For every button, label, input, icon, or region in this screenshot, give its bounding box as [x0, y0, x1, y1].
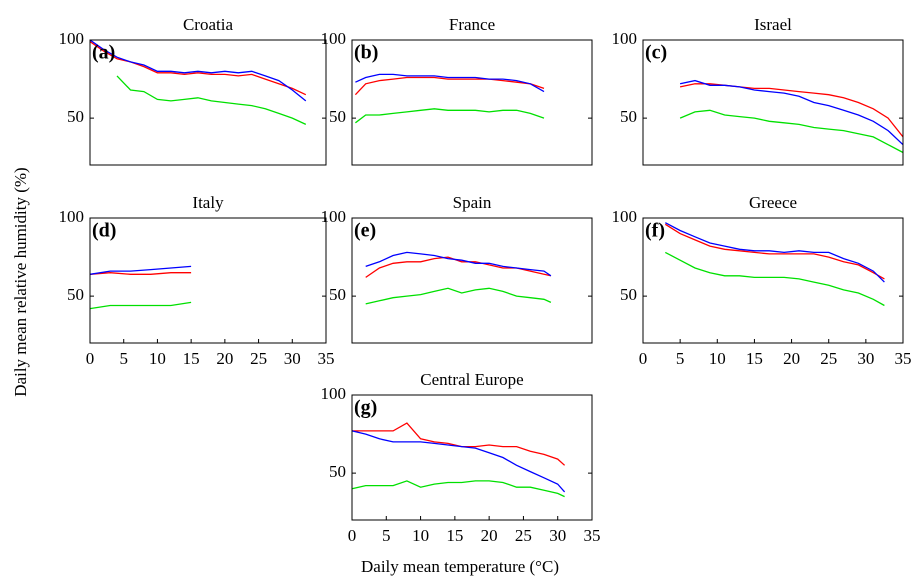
panel-label: (d) [92, 220, 116, 242]
y-tick-label: 50 [67, 107, 84, 126]
y-tick-label: 100 [59, 29, 85, 48]
series-line [664, 222, 885, 283]
series-line [116, 75, 307, 125]
axes-box [351, 217, 593, 344]
y-axis-label: Daily mean relative humidity (%) [11, 167, 30, 396]
series-line [365, 287, 552, 305]
series-line [352, 422, 566, 466]
series-line [351, 430, 566, 493]
y-tick-label: 100 [321, 29, 347, 48]
panel-title: Italy [192, 193, 224, 212]
x-tick-label: 15 [746, 349, 763, 368]
axes-box [642, 217, 904, 344]
x-axis-label: Daily mean temperature (°C) [361, 557, 559, 576]
x-tick-label: 10 [412, 526, 429, 545]
y-tick-label: 50 [620, 107, 637, 126]
x-tick-label: 20 [481, 526, 498, 545]
x-tick-label: 30 [284, 349, 301, 368]
series-line [365, 256, 552, 278]
x-tick-label: 5 [382, 526, 391, 545]
x-tick-label: 35 [895, 349, 912, 368]
panel-title: Spain [453, 193, 492, 212]
x-tick-label: 15 [446, 526, 463, 545]
x-tick-label: 0 [86, 349, 95, 368]
series-line [365, 251, 552, 277]
x-tick-label: 35 [318, 349, 335, 368]
series-line [89, 301, 192, 310]
x-tick-label: 20 [216, 349, 233, 368]
series-line [89, 41, 307, 96]
series-line [679, 79, 904, 146]
series-line [354, 76, 545, 96]
panel-label: (f) [645, 220, 665, 242]
panel-label: (b) [354, 42, 378, 64]
x-tick-label: 5 [119, 349, 128, 368]
x-tick-label: 0 [348, 526, 357, 545]
y-tick-label: 100 [612, 29, 638, 48]
axes-box [89, 217, 327, 344]
panel-title: Greece [749, 193, 797, 212]
x-tick-label: 0 [639, 349, 648, 368]
y-tick-label: 100 [321, 384, 347, 403]
x-tick-label: 30 [857, 349, 874, 368]
series-line [355, 73, 545, 93]
axes-box [642, 39, 904, 166]
x-tick-label: 25 [820, 349, 837, 368]
x-tick-label: 30 [549, 526, 566, 545]
series-line [679, 83, 904, 138]
y-tick-label: 50 [620, 285, 637, 304]
axes-box [351, 394, 593, 521]
y-tick-label: 50 [329, 462, 346, 481]
panel-title: Central Europe [420, 370, 523, 389]
panel-label: (c) [645, 42, 667, 64]
series-line [355, 108, 545, 124]
x-tick-label: 10 [149, 349, 166, 368]
y-tick-label: 100 [59, 207, 85, 226]
series-line [351, 480, 565, 498]
y-tick-label: 50 [329, 107, 346, 126]
y-tick-label: 50 [67, 285, 84, 304]
panel-label: (a) [92, 42, 115, 64]
x-tick-label: 5 [676, 349, 685, 368]
panel-title: France [449, 15, 495, 34]
series-line [89, 39, 307, 102]
x-tick-label: 15 [183, 349, 200, 368]
series-line [679, 109, 904, 154]
panel-title: Croatia [183, 15, 233, 34]
series-line [89, 272, 192, 275]
panel-label: (e) [354, 220, 376, 242]
axes-box [89, 39, 327, 166]
axes-box [351, 39, 593, 166]
x-tick-label: 10 [709, 349, 726, 368]
series-line [664, 223, 885, 280]
series-line [89, 265, 192, 275]
y-tick-label: 50 [329, 285, 346, 304]
y-tick-label: 100 [612, 207, 638, 226]
x-tick-label: 20 [783, 349, 800, 368]
series-line [664, 251, 885, 307]
panel-label: (g) [354, 397, 377, 419]
x-tick-label: 25 [515, 526, 532, 545]
y-tick-label: 100 [321, 207, 347, 226]
x-tick-label: 35 [584, 526, 601, 545]
panel-title: Israel [754, 15, 792, 34]
x-tick-label: 25 [250, 349, 267, 368]
